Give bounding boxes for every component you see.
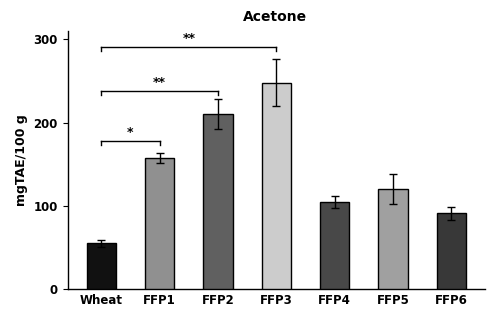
Bar bbox=[378, 189, 408, 289]
Bar bbox=[320, 202, 350, 289]
Bar bbox=[145, 158, 174, 289]
Text: **: ** bbox=[153, 76, 166, 90]
Bar bbox=[262, 83, 291, 289]
Bar bbox=[86, 243, 116, 289]
Text: *: * bbox=[127, 126, 134, 139]
Bar bbox=[437, 213, 466, 289]
Bar bbox=[204, 114, 233, 289]
Text: Acetone: Acetone bbox=[243, 10, 307, 24]
Y-axis label: mgTAE/100 g: mgTAE/100 g bbox=[15, 114, 28, 206]
Text: **: ** bbox=[182, 32, 196, 45]
